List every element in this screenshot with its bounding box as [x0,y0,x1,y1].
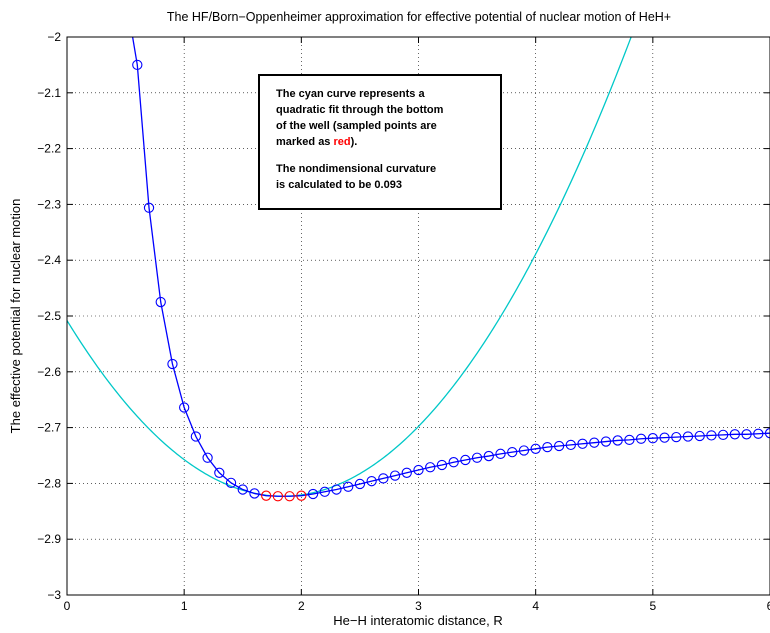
quadratic-fit-curve [67,37,632,497]
data-point [589,437,600,448]
data-point [179,402,190,413]
data-point [143,202,155,213]
data-point [471,452,483,463]
data-point [460,454,471,466]
sampled-point [284,491,295,502]
y-tick-label: −2.1 [37,86,61,100]
sampled-point [272,491,284,502]
data-point [600,436,612,447]
data-point [741,429,752,440]
data-point [190,431,202,442]
annotation-line-5: The nondimensional curvature [276,163,436,175]
annotation-box: The cyan curve represents a quadratic fi… [258,74,502,210]
y-tick-label: −2.7 [37,421,61,435]
data-point [694,430,705,442]
data-point [717,429,729,440]
data-point [202,452,213,463]
data-markers [132,59,770,502]
data-point [237,484,248,495]
y-tick-label: −2.9 [37,532,61,546]
x-tick-label: 5 [649,599,656,613]
data-point [753,428,764,439]
data-point [530,443,541,454]
annotation-line-1: The cyan curve represents a [276,88,425,100]
chart-title: The HF/Born−Oppenheimer approximation fo… [167,10,671,24]
x-tick-label: 2 [298,599,305,613]
data-point [343,481,354,492]
data-point [542,441,553,453]
x-tick-label: 0 [64,599,71,613]
data-point [307,488,319,500]
x-tick-label: 1 [181,599,188,613]
sampled-point [296,490,307,501]
y-tick-label: −2.2 [37,142,61,156]
data-point [366,476,377,487]
data-point [671,431,682,443]
data-point [507,446,518,458]
data-point [354,478,366,490]
data-point [647,433,658,444]
data-point [659,432,670,443]
data-point [167,358,178,370]
y-tick-label: −2.3 [37,197,61,211]
sampled-point [261,490,272,501]
data-point [518,445,530,456]
annotation-line-2: quadratic fit through the bottom [276,104,444,116]
data-point [635,433,647,444]
data-point [401,467,412,478]
data-point [764,428,770,439]
data-point [425,462,436,473]
y-axis-label: The effective potential for nuclear moti… [8,199,23,434]
axis-ticks [66,36,770,596]
y-tick-label: −2 [47,30,61,44]
annotation-line-4: marked as red). [276,136,357,148]
y-tick-label: −3 [47,588,61,602]
x-axis-label: He−H interatomic distance, R [333,613,502,628]
y-tick-label: −2.5 [37,309,61,323]
annotation-frame [258,74,502,210]
data-point [565,439,576,451]
annotation-line-6: is calculated to be 0.093 [276,179,402,191]
annotation-red-word: red [333,136,350,148]
data-point [249,488,260,499]
x-tick-labels: 0 1 2 3 4 5 6 [64,599,770,613]
x-tick-label: 4 [532,599,539,613]
data-point [495,448,506,459]
data-point [389,470,401,481]
data-point [436,459,448,471]
data-point [319,486,330,497]
data-point [378,473,389,484]
y-tick-label: −2.8 [37,476,61,490]
data-point [331,484,342,495]
plot-content [67,37,770,502]
data-point [413,464,424,476]
data-point [553,440,565,452]
data-point [214,467,225,478]
data-point [682,431,694,442]
data-point [729,429,740,440]
data-point [577,438,588,449]
data-point [624,434,635,446]
data-point [155,296,166,308]
potential-curve [131,37,770,497]
data-point [448,457,459,468]
x-tick-label: 6 [767,599,770,613]
data-point [132,59,143,71]
y-tick-label: −2.6 [37,365,61,379]
data-point [706,430,717,441]
data-point [225,477,237,488]
y-tick-label: −2.4 [37,253,61,267]
y-tick-labels: −3 −2.9 −2.8 −2.7 −2.6 −2.5 −2.4 −2.3 −2.2 −2.1 −2 [37,30,61,602]
annotation-line-3: of the well (sampled points are [276,120,437,132]
data-point [483,450,494,462]
data-point [612,435,623,446]
x-tick-label: 3 [415,599,422,613]
